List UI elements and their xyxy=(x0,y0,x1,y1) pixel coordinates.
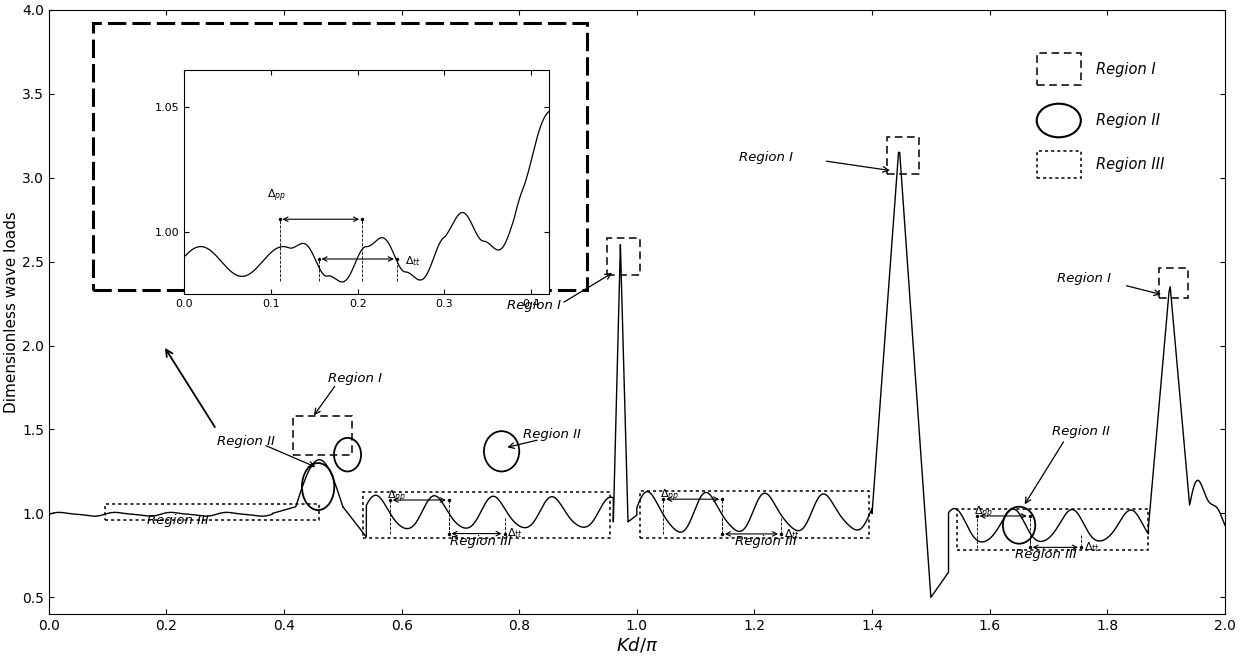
Text: Region I: Region I xyxy=(329,372,382,386)
X-axis label: $Kd/\pi$: $Kd/\pi$ xyxy=(616,636,658,655)
Bar xyxy=(1037,53,1081,85)
Text: $\Delta_{pp}$: $\Delta_{pp}$ xyxy=(387,488,407,505)
Text: Region III: Region III xyxy=(1095,157,1164,171)
Text: Region I: Region I xyxy=(739,151,794,164)
Text: Region II: Region II xyxy=(522,428,580,441)
Bar xyxy=(640,491,869,538)
Bar xyxy=(293,416,352,455)
Bar xyxy=(1159,268,1188,299)
Text: $\Delta_{tt}$: $\Delta_{tt}$ xyxy=(507,527,523,540)
Text: $\Delta_{pp} = \Delta_{tt} = \Delta = 0.0586$: $\Delta_{pp} = \Delta_{tt} = \Delta = 0.… xyxy=(393,148,543,167)
Bar xyxy=(104,503,320,520)
Text: $\Delta_{pp}$: $\Delta_{pp}$ xyxy=(661,488,680,503)
Text: $\Delta_{pp}$: $\Delta_{pp}$ xyxy=(973,504,993,521)
Text: Region II: Region II xyxy=(1095,113,1159,128)
Text: Region III: Region III xyxy=(148,513,210,527)
Text: Region I: Region I xyxy=(1095,62,1156,77)
Text: Region II: Region II xyxy=(1052,424,1110,438)
Bar xyxy=(608,238,640,275)
Text: Region III: Region III xyxy=(735,534,797,548)
Text: Region I: Region I xyxy=(1056,272,1111,285)
Bar xyxy=(363,492,610,538)
Bar xyxy=(1037,151,1081,177)
Bar xyxy=(887,137,919,174)
Text: Region I: Region I xyxy=(507,299,560,312)
Text: $\Delta_{tt}$: $\Delta_{tt}$ xyxy=(1084,540,1100,554)
Text: $\Delta_{tt}$: $\Delta_{tt}$ xyxy=(784,527,800,541)
Bar xyxy=(93,23,587,290)
Text: Region III: Region III xyxy=(1014,548,1076,561)
Y-axis label: Dimensionless wave loads: Dimensionless wave loads xyxy=(4,211,19,413)
Text: Region III: Region III xyxy=(450,534,512,548)
Text: Region II: Region II xyxy=(217,434,275,447)
Bar xyxy=(957,509,1148,550)
